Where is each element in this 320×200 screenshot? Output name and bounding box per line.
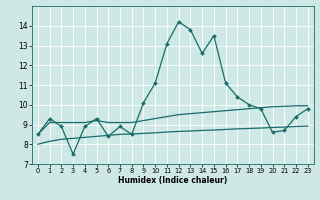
X-axis label: Humidex (Indice chaleur): Humidex (Indice chaleur) [118, 176, 228, 185]
